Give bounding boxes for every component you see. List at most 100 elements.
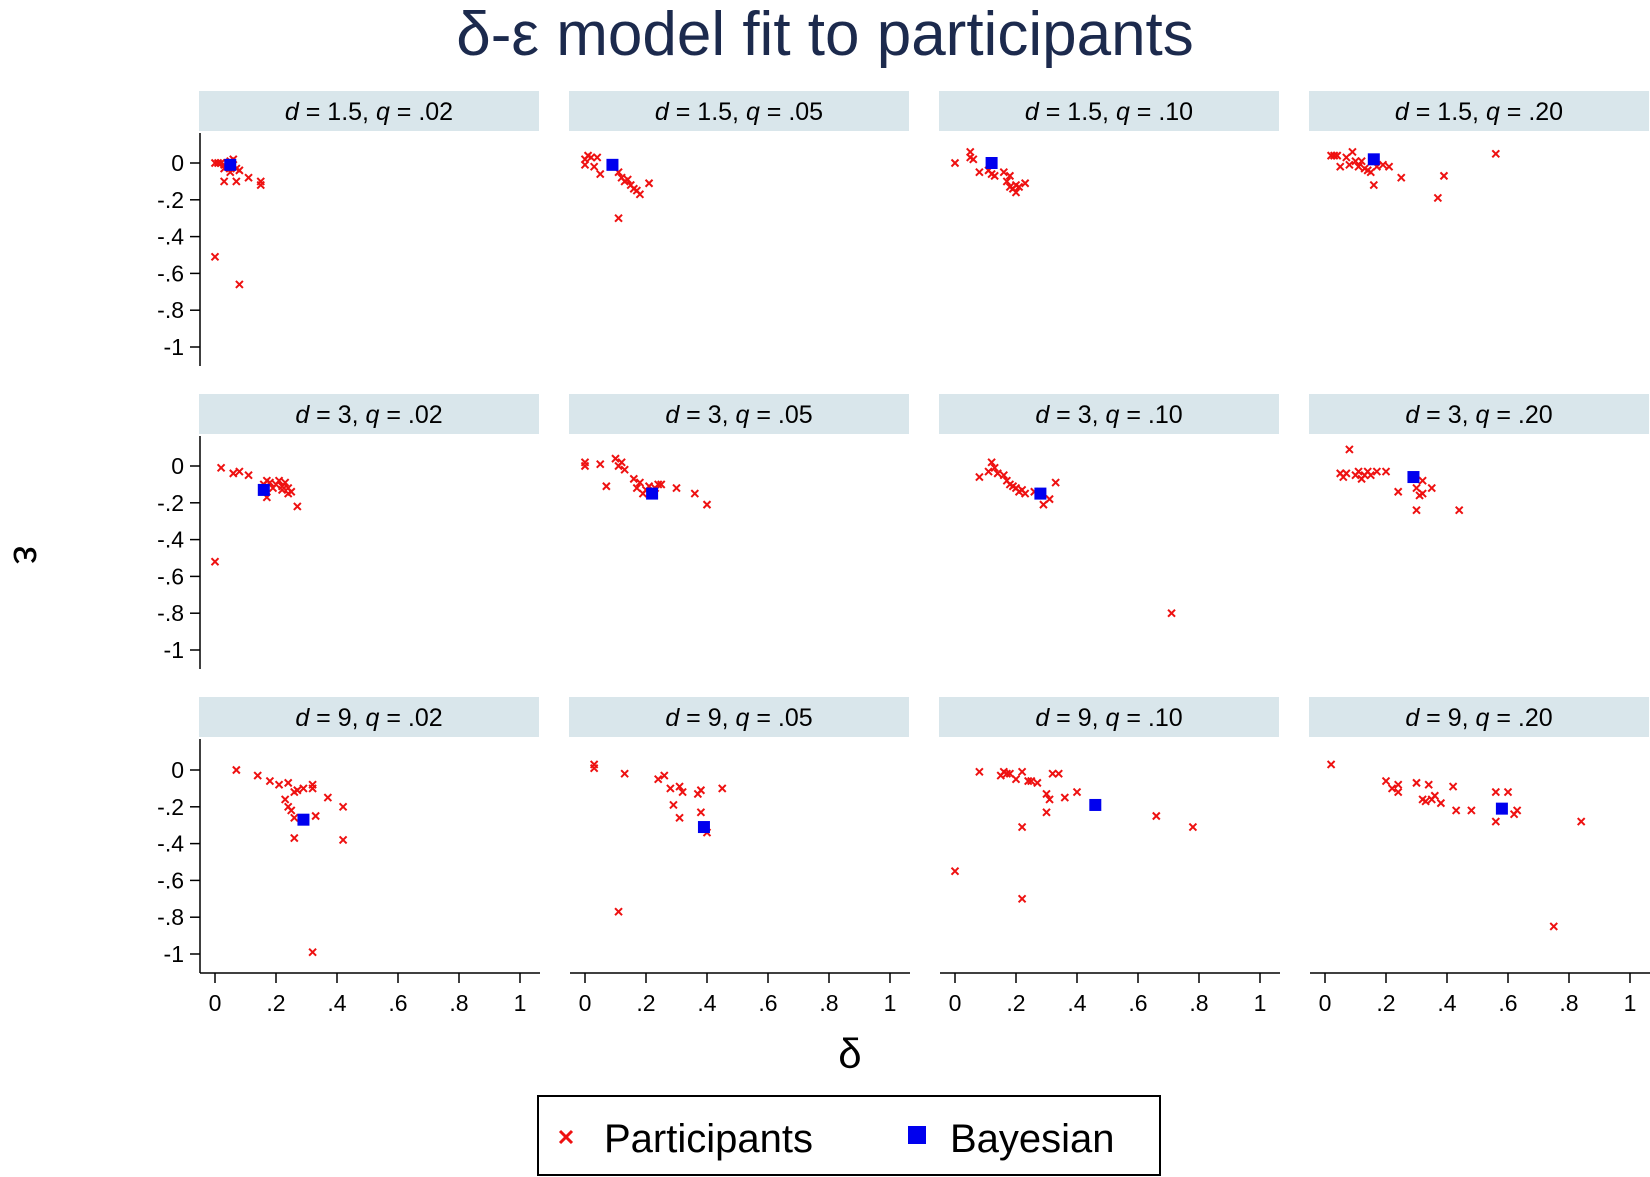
panel-strip — [199, 91, 539, 131]
participant-point — [984, 467, 993, 476]
panel-strip — [939, 91, 1279, 131]
participant-point — [657, 480, 666, 489]
participant-point — [253, 771, 262, 780]
participant-point — [1045, 795, 1054, 804]
y-tick-label: 0 — [171, 453, 184, 479]
participant-point — [274, 476, 284, 485]
panel-label: d = 3, q = .20 — [1405, 401, 1552, 429]
participant-point — [338, 802, 348, 812]
participant-point — [1348, 147, 1357, 157]
y-tick-label: -.6 — [157, 260, 184, 286]
participant-point — [1354, 162, 1363, 171]
participant-point — [280, 795, 290, 804]
participant-point — [1381, 776, 1391, 786]
legend-bayesian-label: Bayesian — [950, 1117, 1115, 1161]
panel-strip — [199, 697, 539, 737]
x-tick-label: 1 — [514, 990, 527, 1016]
x-tick-label: .6 — [388, 990, 407, 1016]
participant-point — [338, 835, 348, 845]
participant-point — [232, 765, 241, 775]
participant-point — [993, 469, 1002, 478]
participant-point — [1002, 177, 1012, 186]
participant-point — [1357, 156, 1366, 166]
participant-point — [1045, 494, 1054, 504]
participant-point — [244, 173, 253, 182]
panel-strip — [939, 394, 1279, 434]
bayesian-point — [1407, 471, 1420, 484]
participant-point — [635, 190, 645, 199]
y-tick-label: -.2 — [157, 794, 184, 820]
bayesian-point — [297, 813, 310, 826]
panel-strip — [939, 697, 1279, 737]
x-tick-label: .6 — [1128, 990, 1147, 1016]
participant-point — [1167, 608, 1176, 618]
bayesian-point — [1089, 798, 1102, 811]
participant-point — [1152, 811, 1161, 821]
participant-point — [1448, 782, 1458, 791]
participant-point — [1491, 817, 1501, 826]
x-tick-label: .4 — [1437, 990, 1456, 1016]
bayesian-point — [1034, 487, 1047, 500]
participant-point — [1549, 922, 1558, 931]
x-tick-label: .8 — [449, 990, 468, 1016]
participant-point — [1491, 149, 1501, 159]
participant-point — [308, 784, 317, 793]
participant-point — [620, 769, 629, 778]
panel-label: d = 1.5, q = .05 — [655, 98, 823, 126]
participant-point — [210, 252, 220, 262]
x-tick-label: .4 — [327, 990, 346, 1016]
participant-point — [244, 470, 253, 480]
participant-point — [290, 813, 299, 823]
panel-strip — [199, 394, 539, 434]
participant-point — [1054, 769, 1063, 778]
bayesian-point — [1495, 802, 1508, 815]
participant-point — [1020, 179, 1030, 188]
participant-point — [1424, 780, 1433, 789]
participant-point — [256, 180, 265, 190]
participant-point — [1329, 151, 1339, 160]
x-tick-label: 0 — [209, 990, 222, 1016]
panel-label: d = 1.5, q = .02 — [285, 98, 453, 126]
panel-strip — [1309, 394, 1649, 434]
panel-strip — [569, 394, 909, 434]
bayesian-point — [606, 158, 619, 171]
participant-point — [1436, 798, 1446, 808]
participant-point — [293, 502, 302, 511]
bayesian-point — [224, 158, 237, 171]
x-tick-label: 1 — [1624, 990, 1637, 1016]
y-tick-label: -.2 — [157, 490, 184, 516]
participant-point — [1326, 760, 1336, 769]
x-tick-label: .2 — [1376, 990, 1395, 1016]
participant-point — [1023, 776, 1033, 786]
participant-point — [299, 784, 308, 793]
participant-point — [1503, 787, 1513, 797]
participant-point — [1345, 445, 1354, 454]
participant-point — [602, 482, 611, 491]
participant-point — [1017, 894, 1027, 904]
participant-point — [1048, 769, 1057, 778]
participant-point — [696, 786, 706, 795]
x-tick-label: .4 — [1067, 990, 1086, 1016]
participant-point — [644, 179, 654, 188]
participant-point — [216, 463, 226, 473]
participant-point — [718, 784, 727, 793]
participant-point — [596, 459, 605, 469]
participant-point — [1014, 182, 1024, 192]
panel-strip — [1309, 697, 1649, 737]
participant-point — [1072, 787, 1082, 797]
participant-point — [1051, 478, 1060, 487]
bayesian-point — [985, 157, 998, 169]
y-tick-label: -.4 — [157, 527, 184, 553]
panel-strip — [1309, 91, 1649, 131]
participant-point — [1421, 797, 1430, 806]
x-tick-label: .2 — [636, 990, 655, 1016]
participant-point — [1412, 778, 1421, 788]
participant-point — [666, 784, 675, 793]
participant-point — [232, 177, 241, 186]
participant-point — [1042, 789, 1051, 799]
participant-point — [617, 458, 626, 467]
participant-point — [1060, 793, 1070, 802]
participant-point — [675, 813, 684, 823]
participant-point — [1418, 489, 1427, 498]
participant-point — [1372, 467, 1382, 476]
